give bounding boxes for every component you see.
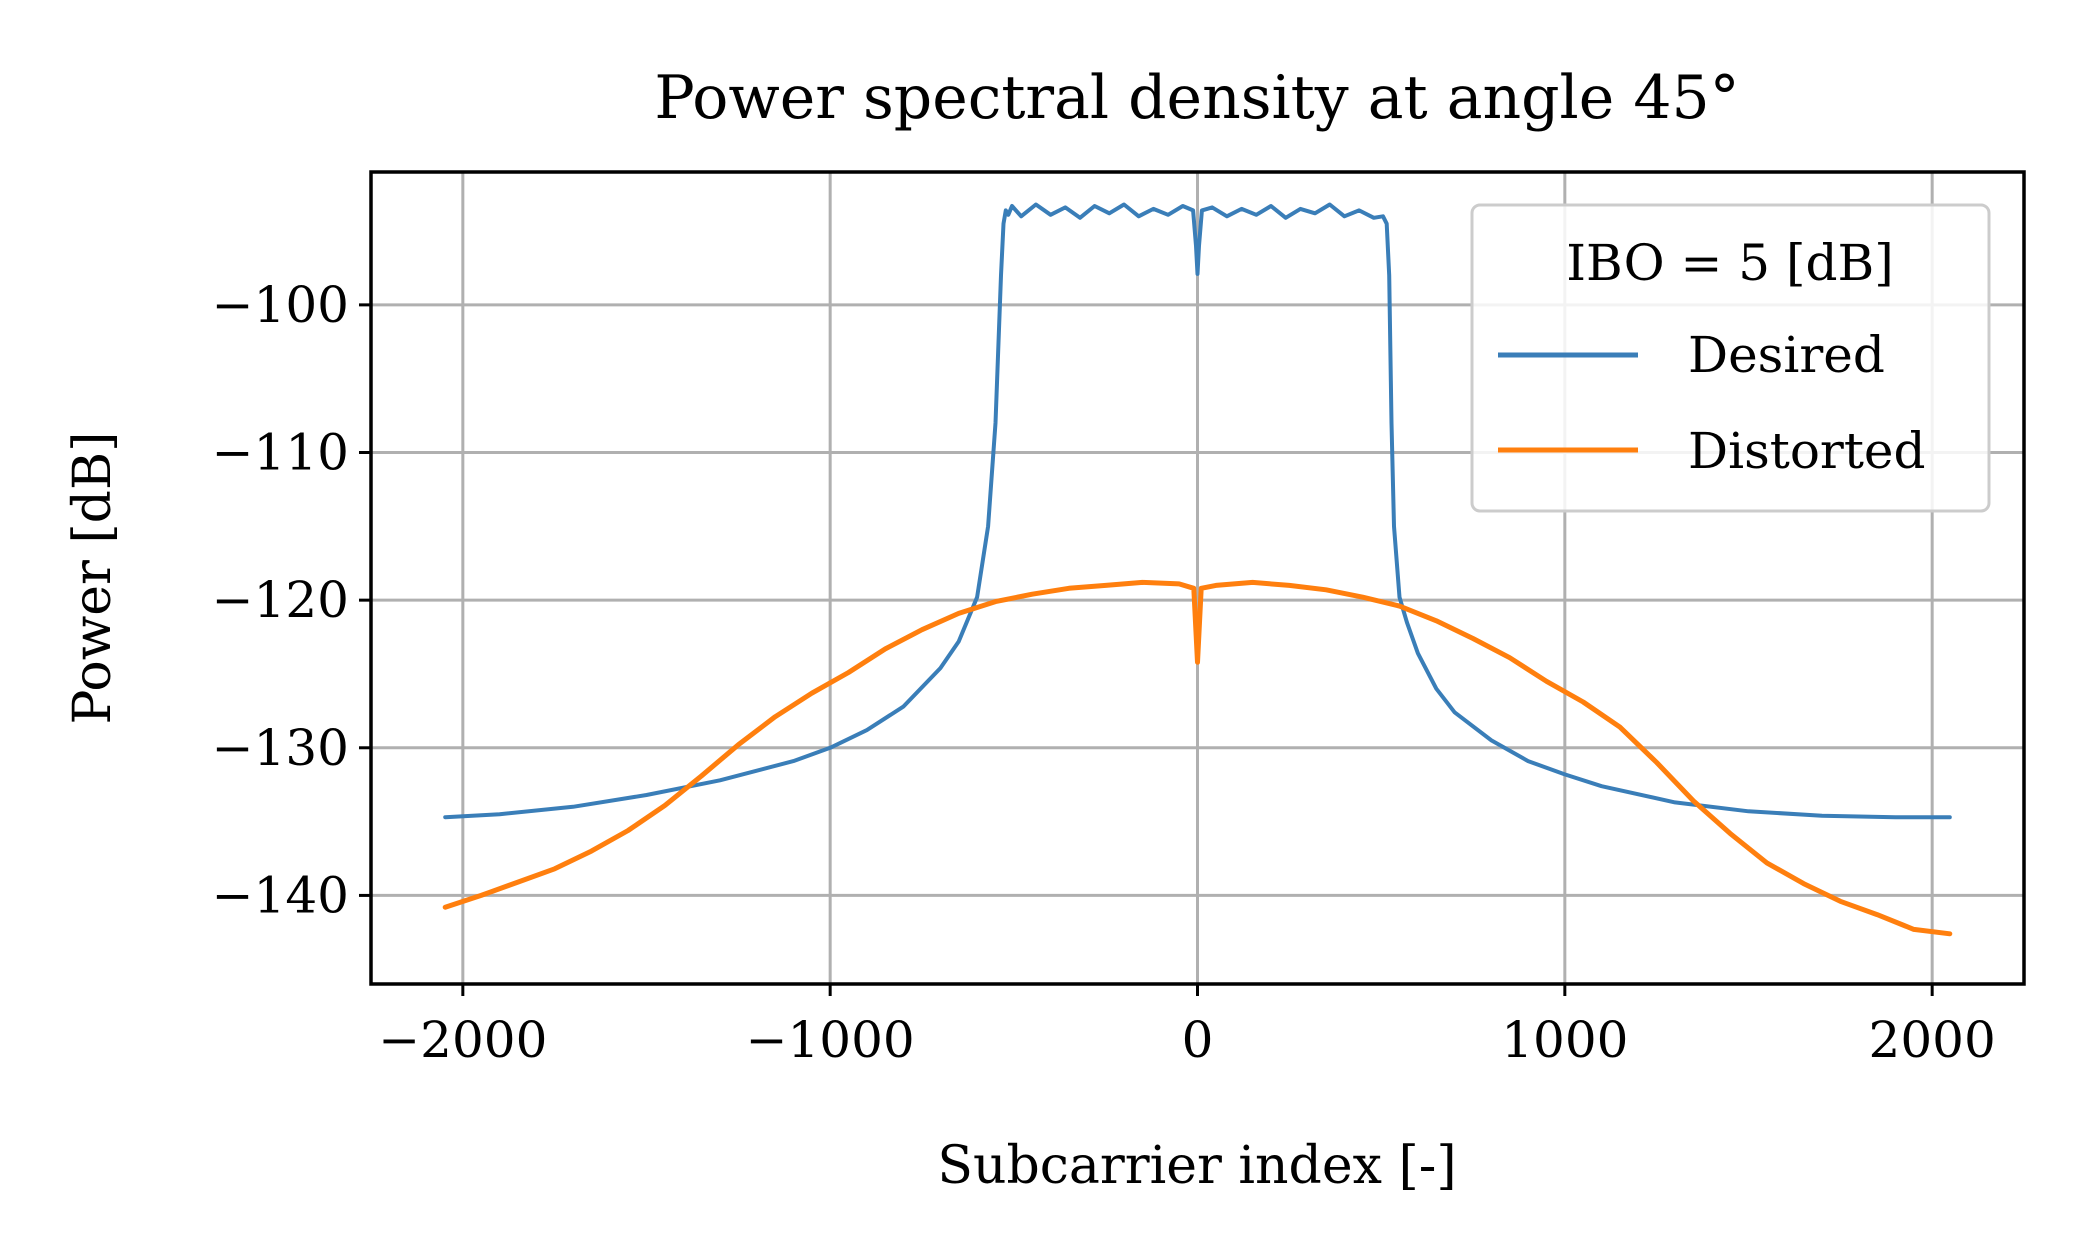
- legend: IBO = 5 [dB] Desired Distorted: [1470, 203, 1991, 513]
- x-tick-label: 0: [1182, 1011, 1214, 1069]
- axis-ticks: −2000 −1000 0 1000 2000 −100 −110 −120 −130 −140: [212, 276, 1996, 1069]
- grid-lines: [371, 172, 2024, 984]
- series-layer: [442, 202, 1953, 937]
- x-tick-label: −2000: [378, 1011, 547, 1069]
- y-tick-label: −110: [212, 424, 349, 482]
- y-tick-label: −120: [212, 571, 349, 629]
- x-axis-label: Subcarrier index [-]: [937, 1136, 1456, 1196]
- legend-title: IBO = 5 [dB]: [1566, 234, 1894, 292]
- chart-title: Power spectral density at angle 45°: [654, 63, 1739, 133]
- legend-label-distorted: Distorted: [1688, 422, 1926, 480]
- y-tick-label: −100: [212, 276, 349, 334]
- x-tick-label: 1000: [1501, 1011, 1628, 1069]
- y-tick-label: −140: [212, 866, 349, 924]
- legend-box: [1470, 203, 1991, 513]
- legend-label-desired: Desired: [1688, 326, 1885, 384]
- y-tick-label: −130: [212, 719, 349, 777]
- x-tick-label: −1000: [746, 1011, 915, 1069]
- series-line-distorted: [442, 579, 1953, 937]
- series-line-desired: [443, 202, 1952, 820]
- y-axis-label: Power [dB]: [63, 432, 123, 725]
- x-tick-label: 2000: [1869, 1011, 1996, 1069]
